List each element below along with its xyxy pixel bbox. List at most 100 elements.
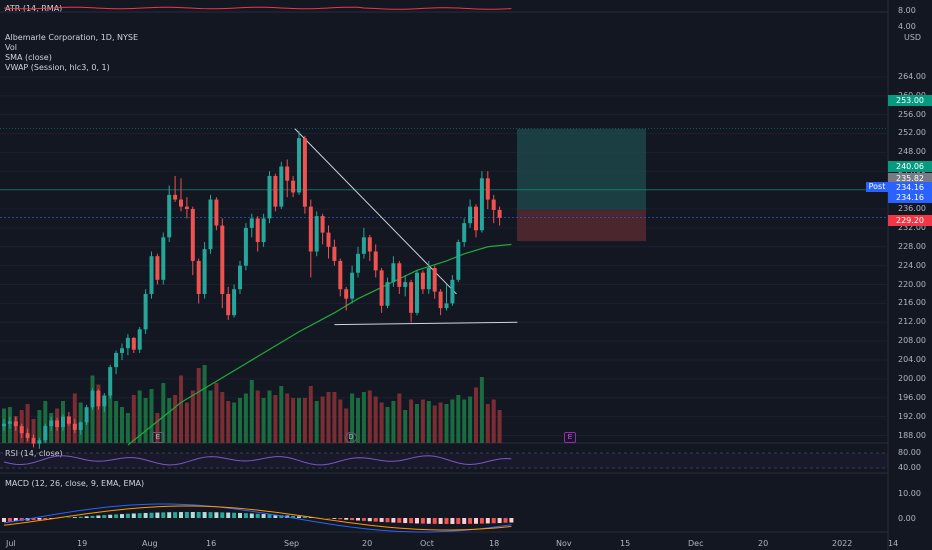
- candle-body: [491, 199, 496, 210]
- macd-hist: [273, 514, 278, 518]
- volume-bar: [479, 377, 484, 443]
- volume-bar: [108, 395, 113, 443]
- candle-body: [344, 289, 349, 299]
- atr-tick: 8.00: [898, 6, 916, 15]
- candle-body: [7, 421, 12, 424]
- candle-body: [273, 175, 278, 207]
- candle-body: [320, 216, 325, 233]
- volume-bar: [350, 393, 355, 443]
- volume-bar: [261, 398, 266, 443]
- currency-label: USD: [904, 33, 922, 42]
- volume-bar: [179, 375, 183, 443]
- candle-body: [125, 337, 130, 349]
- candle-body: [426, 268, 431, 290]
- vwap-label[interactable]: VWAP (Session, hlc3, 0, 1): [5, 63, 110, 72]
- last-price-tag: 235.82: [888, 173, 932, 184]
- macd-hist: [497, 518, 502, 524]
- candle-body: [179, 199, 183, 207]
- candle-body: [479, 178, 484, 231]
- rsi-label[interactable]: RSI (14, close): [5, 449, 63, 458]
- dividend-badge[interactable]: D: [345, 432, 357, 443]
- candle-body: [31, 437, 36, 444]
- candle-body: [43, 426, 48, 441]
- macd-hist: [468, 518, 473, 524]
- price-tick: 192.00: [898, 411, 926, 421]
- candle-body: [61, 416, 65, 428]
- entry-price-tag: 240.06: [888, 161, 932, 172]
- candle-body: [173, 194, 178, 200]
- upcoming-earnings-badge[interactable]: E: [564, 432, 576, 443]
- macd-hist: [90, 515, 95, 518]
- volume-bar: [31, 419, 36, 443]
- volume-bar: [196, 368, 201, 443]
- macd-hist: [450, 518, 455, 524]
- vol-label[interactable]: Vol: [5, 43, 17, 52]
- macd-hist: [391, 518, 396, 523]
- macd-hist: [415, 518, 419, 524]
- macd-hist: [155, 512, 160, 518]
- volume-bar: [497, 410, 502, 443]
- candle-body: [308, 206, 313, 252]
- candle-body: [474, 206, 478, 231]
- volume-bar: [491, 399, 496, 443]
- time-tick: Jul: [6, 539, 16, 548]
- volume-bar: [102, 398, 107, 443]
- volume-bar: [114, 401, 119, 443]
- macd-label[interactable]: MACD (12, 26, close, 9, EMA, EMA): [5, 479, 145, 488]
- volume-bar: [184, 402, 189, 443]
- time-tick: Aug: [142, 539, 158, 548]
- candle-body: [255, 218, 260, 243]
- volume-bar: [255, 390, 260, 443]
- volume-bar: [155, 413, 160, 443]
- volume-bar: [66, 416, 71, 443]
- candle-body: [78, 422, 83, 430]
- sma-line: [127, 243, 512, 446]
- macd-hist: [96, 515, 101, 518]
- volume-bar: [238, 398, 242, 443]
- time-tick: Sep: [284, 539, 300, 548]
- macd-hist: [208, 512, 213, 518]
- volume-bar: [167, 398, 172, 443]
- macd-hist: [108, 514, 113, 518]
- sma-label[interactable]: SMA (close): [5, 53, 52, 62]
- candle-body: [420, 272, 425, 290]
- candle-body: [285, 166, 290, 181]
- macd-hist: [444, 518, 449, 524]
- volume-bar: [320, 396, 325, 443]
- macd-hist: [485, 518, 490, 524]
- time-tick: Nov: [556, 539, 572, 548]
- macd-hist: [297, 516, 301, 518]
- macd-hist: [31, 518, 36, 521]
- macd-hist: [503, 518, 508, 523]
- price-tick: 196.00: [898, 392, 926, 402]
- volume-bar: [208, 390, 213, 443]
- volume-bar: [43, 401, 48, 443]
- volume-bar: [367, 390, 372, 443]
- macd-hist: [149, 512, 154, 518]
- price-tick: 224.00: [898, 260, 926, 270]
- candle-body: [66, 416, 71, 424]
- earnings-badge[interactable]: E: [152, 432, 164, 443]
- candle-body: [356, 253, 360, 273]
- symbol-title[interactable]: Albemarle Corporation, 1D, NYSE: [5, 33, 139, 42]
- candle-body: [379, 270, 384, 306]
- rsi-tick: 40.00: [898, 463, 921, 472]
- candle-body: [297, 138, 301, 193]
- macd-hist: [190, 512, 195, 518]
- macd-hist: [462, 518, 467, 524]
- volume-bar: [462, 399, 467, 443]
- volume-bar: [149, 389, 154, 443]
- candle-body: [403, 282, 408, 287]
- volume-bar: [161, 383, 166, 443]
- candle-body: [385, 282, 390, 306]
- macd-hist: [474, 518, 478, 524]
- candle-body: [137, 329, 142, 350]
- macd-hist: [184, 512, 189, 518]
- candle-body: [184, 206, 189, 209]
- macd-hist: [373, 518, 378, 522]
- support-line: [334, 321, 518, 326]
- candle-body: [84, 407, 89, 423]
- candle-body: [409, 282, 414, 313]
- macd-hist: [19, 518, 24, 521]
